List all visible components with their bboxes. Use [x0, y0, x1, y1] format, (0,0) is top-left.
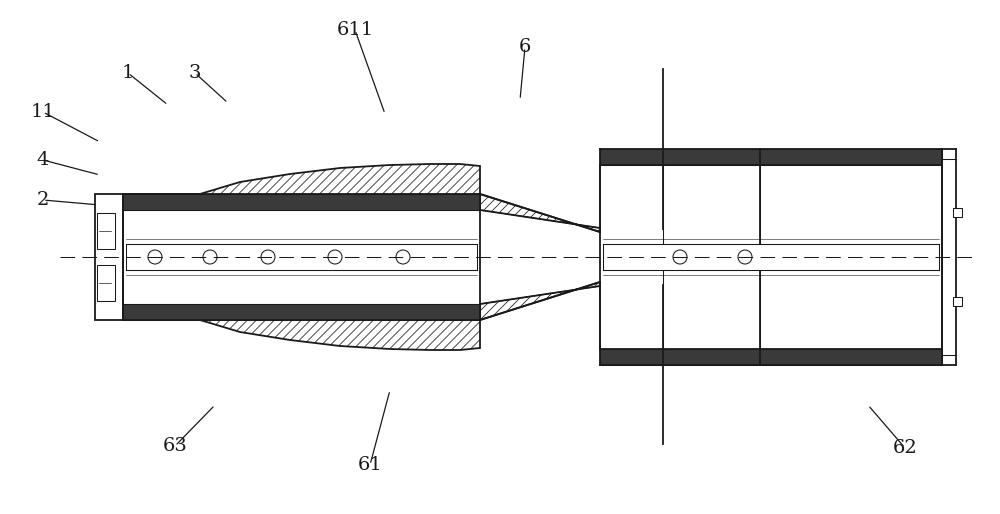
Text: 4: 4 [37, 151, 49, 169]
Polygon shape [480, 194, 600, 232]
Text: 61: 61 [358, 456, 382, 474]
Text: 3: 3 [189, 64, 201, 82]
Polygon shape [123, 308, 480, 350]
Text: 1: 1 [122, 64, 134, 82]
Polygon shape [480, 282, 600, 320]
Bar [126, 244, 477, 270]
Bar [953, 297, 962, 306]
Text: 62: 62 [893, 439, 917, 457]
Bar [95, 194, 123, 320]
Bar [97, 265, 115, 301]
Bar [97, 213, 115, 249]
Text: 11: 11 [31, 103, 55, 121]
Text: 63: 63 [163, 437, 187, 455]
Bar [953, 208, 962, 217]
Bar [123, 304, 480, 320]
Bar [603, 244, 939, 270]
Bar [600, 149, 942, 165]
Text: 6: 6 [519, 38, 531, 56]
Bar [600, 165, 942, 349]
Bar [123, 194, 480, 320]
Text: 2: 2 [37, 191, 49, 209]
Polygon shape [600, 149, 942, 232]
Bar [123, 194, 480, 210]
Text: 611: 611 [336, 21, 374, 39]
Bar [600, 349, 942, 365]
Polygon shape [123, 164, 480, 206]
Polygon shape [600, 282, 942, 365]
